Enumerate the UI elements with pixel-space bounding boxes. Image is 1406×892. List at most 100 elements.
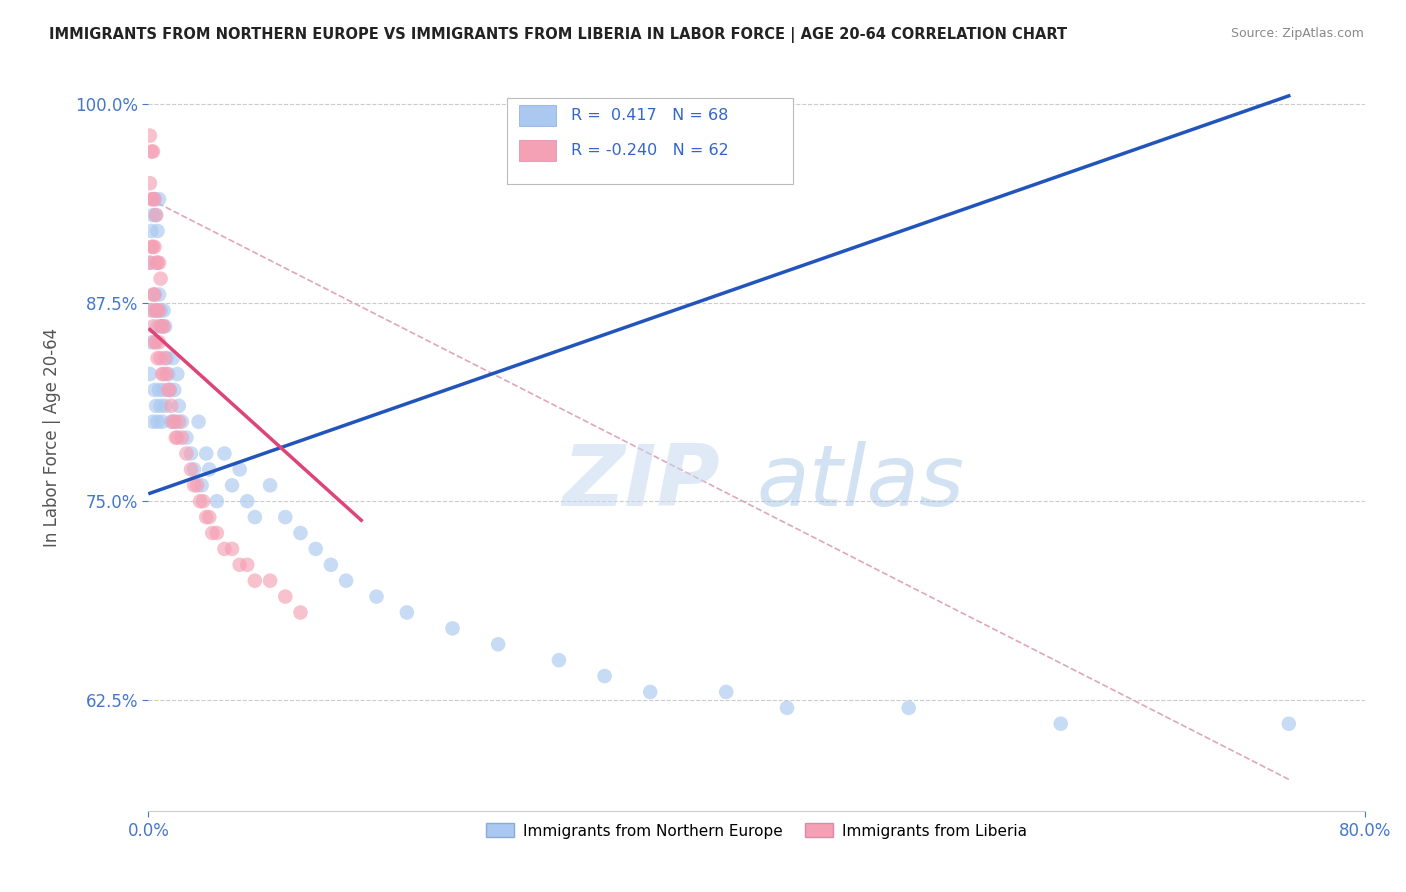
Point <box>146 319 169 334</box>
Point <box>146 224 169 238</box>
Point <box>139 128 162 143</box>
Y-axis label: In Labor Force | Age 20-64: In Labor Force | Age 20-64 <box>44 328 60 547</box>
Point <box>152 383 174 397</box>
Point <box>146 256 169 270</box>
Point <box>166 431 188 445</box>
Point <box>142 415 165 429</box>
Point <box>153 351 176 366</box>
Point <box>160 415 183 429</box>
Text: Source: ZipAtlas.com: Source: ZipAtlas.com <box>1230 27 1364 40</box>
Point <box>152 367 174 381</box>
Point <box>486 637 509 651</box>
Point <box>170 415 193 429</box>
Point <box>170 431 193 445</box>
Point <box>145 256 167 270</box>
Point <box>160 399 183 413</box>
Point <box>153 319 176 334</box>
Bar <box>519 105 555 126</box>
Point <box>214 446 236 460</box>
Point <box>152 319 174 334</box>
Legend: Immigrants from Northern Europe, Immigrants from Liberia: Immigrants from Northern Europe, Immigra… <box>479 817 1033 845</box>
Point <box>149 351 172 366</box>
Point <box>305 541 328 556</box>
Text: atlas: atlas <box>756 441 965 524</box>
Point <box>139 256 162 270</box>
Point <box>1049 716 1071 731</box>
Point <box>167 399 190 413</box>
Point <box>143 335 166 350</box>
Point <box>228 462 250 476</box>
Text: IMMIGRANTS FROM NORTHERN EUROPE VS IMMIGRANTS FROM LIBERIA IN LABOR FORCE | AGE : IMMIGRANTS FROM NORTHERN EUROPE VS IMMIG… <box>49 27 1067 43</box>
Point <box>145 303 167 318</box>
Point <box>186 478 208 492</box>
Point <box>1278 716 1301 731</box>
Text: R =  0.417   N = 68: R = 0.417 N = 68 <box>571 108 728 123</box>
Point <box>366 590 388 604</box>
Bar <box>519 140 555 161</box>
Point <box>157 367 180 381</box>
Point <box>145 335 167 350</box>
Point <box>150 319 173 334</box>
Point <box>167 415 190 429</box>
Point <box>183 462 205 476</box>
Point <box>205 526 228 541</box>
Point <box>152 303 174 318</box>
Point <box>195 510 218 524</box>
Point <box>190 478 212 492</box>
Point <box>145 399 167 413</box>
Point <box>188 494 211 508</box>
Point <box>221 478 243 492</box>
Point <box>148 192 170 206</box>
Point <box>236 558 259 572</box>
Point <box>143 287 166 301</box>
Point <box>157 383 180 397</box>
Point <box>143 287 166 301</box>
Point <box>146 415 169 429</box>
Point <box>228 558 250 572</box>
Point <box>205 494 228 508</box>
Point <box>150 415 173 429</box>
Point <box>150 367 173 381</box>
Point <box>335 574 357 588</box>
Point <box>441 621 464 635</box>
Point <box>148 287 170 301</box>
Point <box>156 351 179 366</box>
Point <box>142 192 165 206</box>
Point <box>142 287 165 301</box>
Point <box>139 176 162 190</box>
Point <box>143 383 166 397</box>
Point <box>716 685 738 699</box>
Point <box>236 494 259 508</box>
Point <box>593 669 616 683</box>
Point <box>141 303 163 318</box>
Point <box>290 606 312 620</box>
Point <box>166 367 188 381</box>
Point <box>187 415 209 429</box>
Point <box>139 256 162 270</box>
Point <box>141 335 163 350</box>
Point <box>159 383 181 397</box>
Point <box>142 303 165 318</box>
Point <box>146 303 169 318</box>
Point <box>141 145 163 159</box>
Point <box>243 510 266 524</box>
Point <box>198 462 221 476</box>
Point <box>162 351 184 366</box>
Point <box>274 590 297 604</box>
Point <box>148 383 170 397</box>
Point <box>149 319 172 334</box>
Point <box>141 240 163 254</box>
Point <box>176 446 198 460</box>
Point <box>180 446 202 460</box>
Point <box>162 415 184 429</box>
Point <box>139 367 162 381</box>
Point <box>259 478 281 492</box>
Point <box>548 653 571 667</box>
Point <box>145 208 167 222</box>
Point <box>319 558 342 572</box>
Point <box>165 431 187 445</box>
Point <box>183 478 205 492</box>
Point <box>148 303 170 318</box>
Point <box>146 351 169 366</box>
Point <box>214 541 236 556</box>
